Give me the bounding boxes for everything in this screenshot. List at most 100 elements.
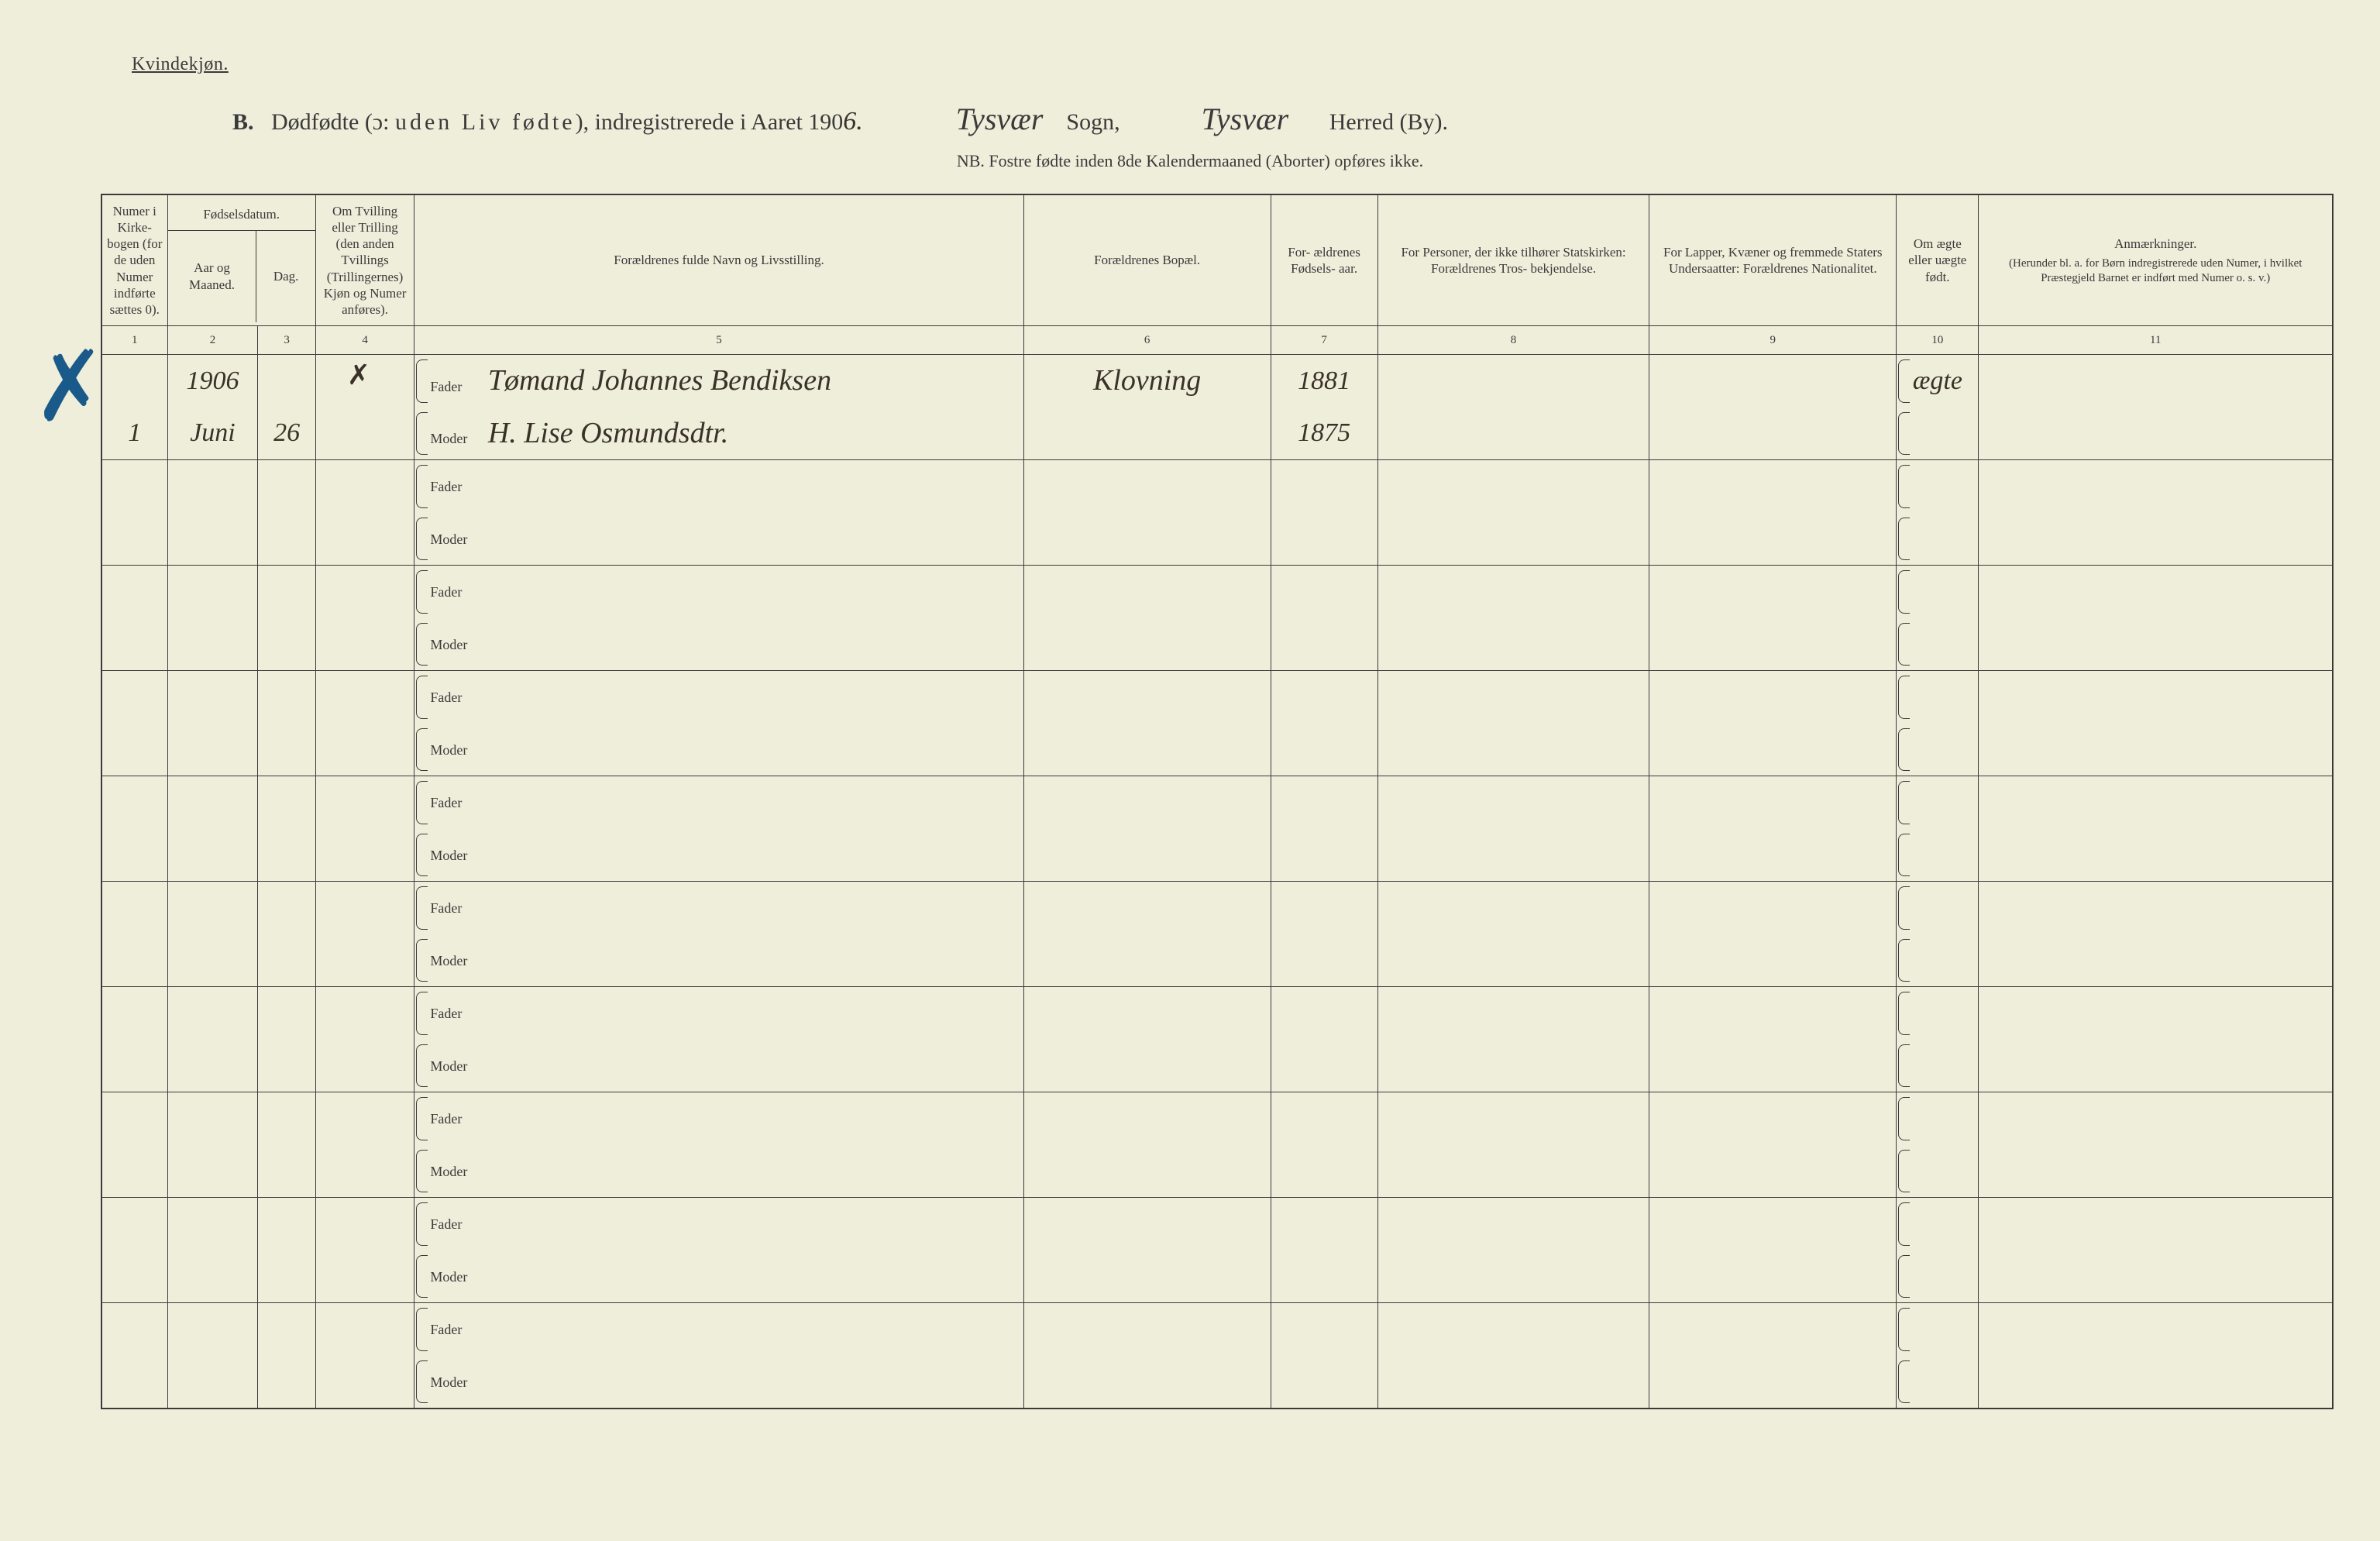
blank-cell <box>1897 1092 1979 1145</box>
hdr-6: Forældrenes Bopæl. <box>1023 194 1271 326</box>
blank-cell <box>1897 1303 1979 1356</box>
colnum-7: 7 <box>1271 326 1377 355</box>
title-row: B. Dødfødte (ɔ: uden Liv fødte), indregi… <box>0 101 2380 137</box>
blank-cell <box>315 829 414 882</box>
blank-cell <box>1023 1303 1271 1356</box>
entry-nat-f <box>1649 355 1897 408</box>
blank-row: Moder <box>101 934 2333 987</box>
blank-cell <box>1271 1356 1377 1409</box>
entry-tros-f <box>1377 355 1649 408</box>
blank-cell <box>1377 1303 1649 1356</box>
sogn-label: Sogn, <box>1066 109 1119 135</box>
bracket-left <box>416 1308 428 1351</box>
blank-cell <box>1649 566 1897 618</box>
fader-label: Fader <box>430 1110 484 1128</box>
blank-cell <box>1377 1040 1649 1092</box>
blank-cell <box>1649 1040 1897 1092</box>
blank-row: Moder <box>101 1356 2333 1409</box>
title-prefix: B. <box>232 109 254 135</box>
blank-cell <box>1897 671 1979 724</box>
blank-cell <box>1979 776 2333 829</box>
entry-fader-name: Tømand Johannes Bendiksen <box>488 364 831 397</box>
hdr-11b: (Herunder bl. a. for Børn indregistrered… <box>1983 256 2327 286</box>
blank-cell <box>1649 460 1897 513</box>
blank-cell <box>1271 1198 1377 1250</box>
title-spaced: uden Liv fødte <box>395 109 576 135</box>
blank-cell <box>1023 724 1271 776</box>
blank-cell <box>1897 882 1979 934</box>
blank-cell <box>167 1250 258 1303</box>
entry-bopael: Klovning <box>1023 355 1271 408</box>
blank-cell <box>1023 882 1271 934</box>
blank-cell <box>315 1198 414 1250</box>
blank-row: Moder <box>101 1250 2333 1303</box>
blank-cell: Moder <box>414 1250 1023 1303</box>
blank-cell <box>315 724 414 776</box>
hdr-4: Om Tvilling eller Trilling (den anden Tv… <box>315 194 414 326</box>
blank-cell <box>1377 829 1649 882</box>
entry-month: Juni <box>167 408 258 460</box>
blank-cell <box>101 724 167 776</box>
blank-cell <box>1649 987 1897 1040</box>
colnum-row: 1 2 3 4 5 6 7 8 9 10 11 <box>101 326 2333 355</box>
sogn-handwritten: Tysvær <box>956 101 1044 136</box>
blank-cell <box>1897 618 1979 671</box>
blank-cell <box>258 724 315 776</box>
fader-label: Fader <box>430 478 484 496</box>
blank-cell <box>258 882 315 934</box>
blank-cell <box>1271 671 1377 724</box>
bracket-left-10 <box>1898 570 1910 614</box>
hdr-11: Anmærkninger. (Herunder bl. a. for Børn … <box>1979 194 2333 326</box>
blank-cell <box>101 1250 167 1303</box>
tvilling-tick: ✗ <box>347 358 370 393</box>
blank-cell <box>258 460 315 513</box>
blank-cell <box>258 776 315 829</box>
document-page: Kvindekjøn. B. Dødfødte (ɔ: uden Liv fød… <box>0 0 2380 1541</box>
blank-cell <box>1271 776 1377 829</box>
blank-cell <box>315 618 414 671</box>
blank-cell <box>1377 566 1649 618</box>
blank-cell <box>101 460 167 513</box>
blank-cell <box>1271 1303 1377 1356</box>
blank-row: Fader <box>101 987 2333 1040</box>
bracket-left-10m <box>1898 412 1910 456</box>
blank-cell <box>1979 671 2333 724</box>
blank-cell <box>167 829 258 882</box>
blank-cell <box>1979 1092 2333 1145</box>
blank-cell: Moder <box>414 1040 1023 1092</box>
table-body: 1906 ✗ Fader Tømand Johannes Bendiksen K… <box>101 355 2333 1409</box>
blank-cell <box>1649 513 1897 566</box>
blank-cell <box>167 1198 258 1250</box>
bracket-left-10 <box>1898 359 1910 403</box>
blank-cell <box>167 987 258 1040</box>
hdr-9: For Lapper, Kvæner og fremmede Staters U… <box>1649 194 1897 326</box>
blank-cell <box>315 987 414 1040</box>
blank-cell <box>101 671 167 724</box>
blank-cell: Fader <box>414 776 1023 829</box>
blank-cell <box>101 1040 167 1092</box>
blank-cell <box>315 934 414 987</box>
hdr-2b: Dag. <box>256 231 315 322</box>
blank-cell: Fader <box>414 1092 1023 1145</box>
blank-cell <box>1271 566 1377 618</box>
bracket-left <box>416 1360 428 1403</box>
bracket-left <box>416 1255 428 1298</box>
blank-cell: Moder <box>414 724 1023 776</box>
fader-label: Fader <box>430 1005 484 1023</box>
blank-cell <box>167 1145 258 1198</box>
blank-cell <box>1649 1145 1897 1198</box>
title-main-a: Dødfødte (ɔ: <box>271 109 389 135</box>
blank-row: Fader <box>101 460 2333 513</box>
blank-cell <box>1979 460 2333 513</box>
blank-cell <box>101 934 167 987</box>
blank-cell <box>258 934 315 987</box>
blank-cell <box>1897 987 1979 1040</box>
blank-cell <box>315 1092 414 1145</box>
register-table: Numer i Kirke- bogen (for de uden Numer … <box>101 194 2334 1409</box>
bracket-left-10 <box>1898 465 1910 508</box>
entry-row-moder: 1 Juni 26 Moder H. Lise Osmundsdtr. 1875 <box>101 408 2333 460</box>
blank-cell: Moder <box>414 513 1023 566</box>
blank-cell <box>1377 1145 1649 1198</box>
blank-cell <box>315 776 414 829</box>
blank-cell: Fader <box>414 882 1023 934</box>
